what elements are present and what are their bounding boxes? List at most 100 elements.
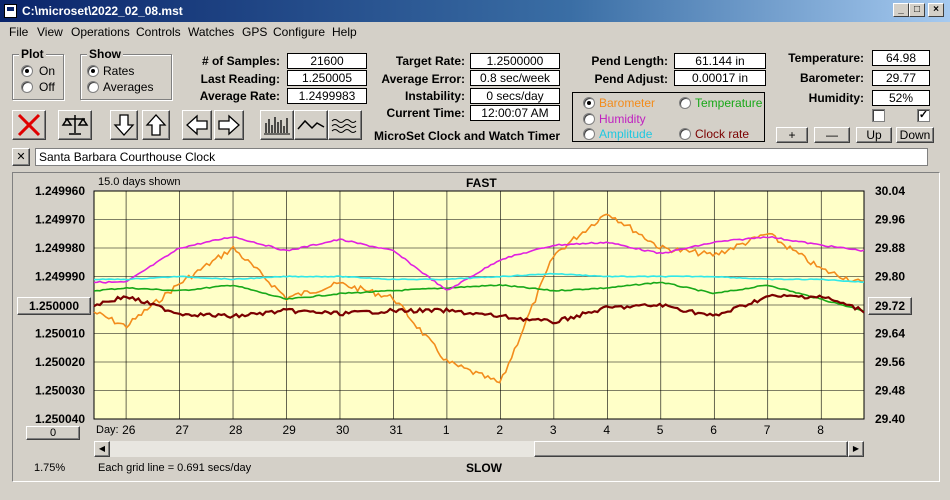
env-checkbox-2[interactable]: ✓: [917, 109, 930, 122]
samples-value: 21600: [287, 53, 367, 69]
move-right-button[interactable]: [214, 110, 244, 140]
scroll-down-button[interactable]: Down: [896, 127, 934, 143]
barometer-label: Barometer:: [799, 71, 864, 85]
x-tick-label: 26: [122, 423, 136, 437]
offset-button[interactable]: 0: [26, 426, 80, 440]
right-tick-label: 29.88: [875, 241, 905, 255]
arrow-right-icon: [218, 114, 240, 136]
show-group: Show Rates Averages: [80, 47, 172, 100]
temperature-value: 64.98: [872, 50, 930, 66]
close-window-button[interactable]: ×: [928, 3, 944, 17]
right-tick-label: 30.04: [875, 184, 905, 198]
option-humidity-label: Humidity: [599, 112, 646, 126]
average-error-value: 0.8 sec/week: [470, 70, 560, 86]
plot-off-radio[interactable]: [21, 81, 33, 93]
barometer-value: 29.77: [872, 70, 930, 86]
menu-operations[interactable]: Operations: [71, 25, 130, 39]
right-tick-label: 29.80: [875, 270, 905, 284]
menu-file[interactable]: File: [9, 25, 29, 39]
app-name: MicroSet Clock and Watch Timer: [374, 129, 561, 143]
grid-lines: [94, 190, 864, 420]
option-temperature-label: Temperature: [695, 96, 763, 110]
current-time-value: 12:00:07 AM: [470, 105, 560, 121]
env-checkbox-1[interactable]: [872, 109, 885, 122]
slow-label: SLOW: [466, 461, 502, 475]
center-baro-button[interactable]: 29.72: [868, 297, 912, 315]
x-tick-label: 8: [817, 423, 824, 437]
option-barometer-label: Barometer: [599, 96, 656, 110]
option-amplitude-radio[interactable]: [583, 128, 595, 140]
watch-name-input[interactable]: Santa Barbara Courthouse Clock: [35, 148, 928, 166]
target-rate-label: Target Rate:: [395, 54, 465, 68]
left-tick-label: 1.250040: [35, 412, 85, 426]
option-temperature-radio[interactable]: [679, 97, 691, 109]
graph-options-box: Barometer Temperature Humidity Amplitude…: [572, 92, 765, 142]
plot-group-title: Plot: [19, 47, 46, 61]
option-barometer-radio[interactable]: [583, 97, 595, 109]
left-tick-label: 1.249980: [35, 241, 85, 255]
x-tick-label: 2: [496, 423, 503, 437]
instability-value: 0 secs/day: [470, 88, 560, 104]
move-down-button[interactable]: [110, 110, 138, 140]
minimize-button[interactable]: _: [893, 3, 909, 17]
right-tick-label: 29.48: [875, 384, 905, 398]
show-rates-label: Rates: [103, 64, 135, 78]
right-tick-label: 29.64: [875, 327, 905, 341]
stop-button[interactable]: [12, 110, 46, 140]
wave-graph-button[interactable]: [328, 110, 362, 140]
average-rate-value: 1.2499983: [287, 88, 367, 104]
series-group: [93, 213, 865, 384]
option-humidity-radio[interactable]: [583, 113, 595, 125]
plot-off-label: Off: [39, 80, 55, 94]
move-up-button[interactable]: [142, 110, 170, 140]
menu-gps[interactable]: GPS: [242, 25, 268, 39]
menu-view[interactable]: View: [37, 25, 63, 39]
menu-watches[interactable]: Watches: [188, 25, 235, 39]
left-tick-label: 1.250020: [35, 355, 85, 369]
pend-adjust-value: 0.00017 in: [674, 70, 766, 86]
plot-on-radio[interactable]: [21, 65, 33, 77]
pend-length-value: 61.144 in: [674, 53, 766, 69]
maximize-button[interactable]: □: [909, 3, 925, 17]
show-rates-radio[interactable]: [87, 65, 99, 77]
horizontal-scrollbar[interactable]: ◀ ▶: [94, 441, 864, 457]
arrow-down-icon: [113, 114, 135, 136]
calibrate-button[interactable]: [58, 110, 92, 140]
last-reading-value: 1.250005: [287, 70, 367, 86]
app-icon: [4, 4, 17, 18]
title-bar: C:\microset\2022_02_08.mst _ □ ×: [0, 0, 950, 22]
samples-label: # of Samples:: [201, 54, 280, 68]
menu-help[interactable]: Help: [332, 25, 357, 39]
show-averages-radio[interactable]: [87, 81, 99, 93]
line-graph-button[interactable]: [294, 110, 328, 140]
option-clock-rate-radio[interactable]: [679, 128, 691, 140]
scroll-right-arrow[interactable]: ▶: [848, 441, 864, 457]
menu-configure[interactable]: Configure: [273, 25, 326, 39]
zoom-in-button[interactable]: +: [776, 127, 808, 143]
stop-x-icon: [17, 113, 41, 137]
average-error-label: Average Error:: [381, 72, 465, 86]
right-tick-label: 29.56: [875, 355, 905, 369]
humidity-value: 52%: [872, 90, 930, 106]
option-clock-rate-label: Clock rate: [695, 127, 750, 141]
x-axis-ticks: 26 27 28 29 30 31 1 2 3 4 5 6 7 8: [122, 423, 824, 437]
right-tick-label: 29.40: [875, 412, 905, 426]
scroll-left-arrow[interactable]: ◀: [94, 441, 110, 457]
center-rate-button[interactable]: 1.250000: [17, 297, 91, 315]
bar-graph-button[interactable]: [260, 110, 294, 140]
temperature-label: Temperature:: [788, 51, 864, 65]
zoom-out-button[interactable]: —: [814, 127, 850, 143]
arrow-left-icon: [186, 114, 208, 136]
left-tick-label: 1.249970: [35, 213, 85, 227]
plot-on-label: On: [39, 64, 56, 78]
clear-watch-button[interactable]: ✕: [12, 148, 30, 166]
menu-controls[interactable]: Controls: [136, 25, 181, 39]
line-graph-icon: [297, 119, 325, 130]
x-tick-label: 6: [710, 423, 717, 437]
target-rate-value: 1.2500000: [470, 53, 560, 69]
scrollbar-thumb[interactable]: [534, 441, 848, 457]
scroll-up-button[interactable]: Up: [856, 127, 892, 143]
x-tick-label: 4: [603, 423, 610, 437]
move-left-button[interactable]: [182, 110, 212, 140]
